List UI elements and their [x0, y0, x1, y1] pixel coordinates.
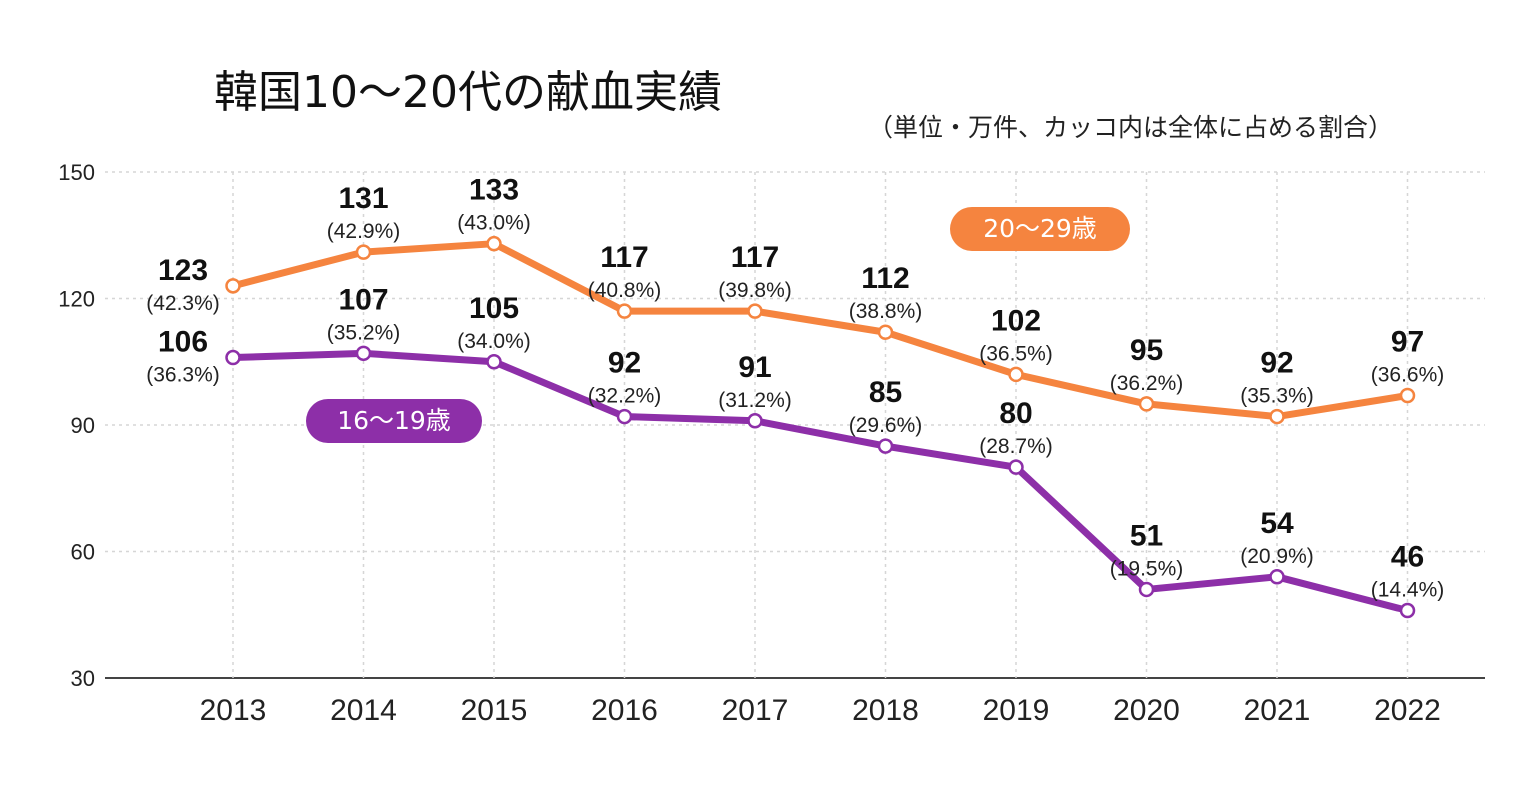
data-label-share-teens: (14.4%): [1371, 579, 1445, 602]
data-point-20s: [1138, 396, 1155, 412]
x-tick-label: 2019: [983, 694, 1050, 727]
legend-label-20s: 20～29歳: [950, 207, 1130, 251]
data-label-share-20s: (42.3%): [146, 292, 220, 315]
data-label-share-20s: (42.9%): [327, 220, 401, 243]
data-label-share-20s: (35.3%): [1240, 385, 1314, 408]
x-tick-label: 2018: [852, 694, 919, 727]
data-point-20s: [747, 303, 763, 319]
data-label-value-teens: 54: [1260, 507, 1294, 540]
y-tick-label: 120: [58, 287, 95, 312]
data-point-teens: [1008, 459, 1024, 475]
data-label-share-teens: (31.2%): [718, 389, 792, 412]
data-point-20s: [486, 235, 502, 252]
data-label-value-teens: 85: [869, 376, 902, 409]
data-label-value-20s: 131: [338, 182, 388, 215]
data-label-value-teens: 51: [1130, 519, 1163, 552]
data-label-share-teens: (19.5%): [1110, 557, 1184, 580]
data-point-20s: [225, 278, 241, 294]
x-tick-label: 2017: [722, 694, 789, 727]
data-point-teens: [1138, 581, 1155, 598]
y-tick-label: 90: [71, 413, 95, 438]
data-label-value-20s: 133: [469, 174, 519, 207]
series-line-20s: [229, 240, 1411, 421]
data-label-value-20s: 123: [158, 254, 208, 287]
series-line-teens: [229, 349, 1411, 615]
data-point-teens: [1269, 569, 1285, 585]
data-label-value-teens: 106: [158, 326, 208, 359]
y-tick-label: 60: [71, 540, 95, 565]
unit-note: （単位・万件、カッコ内は全体に占める割合）: [868, 113, 1394, 142]
x-tick-label: 2016: [591, 694, 658, 727]
x-tick-label: 2015: [461, 694, 528, 727]
data-label-value-20s: 117: [731, 241, 779, 274]
data-label-share-teens: (34.0%): [457, 330, 531, 353]
data-point-teens: [616, 408, 633, 425]
data-point-teens: [225, 349, 241, 366]
data-point-teens: [1399, 602, 1416, 619]
data-label-value-teens: 46: [1391, 541, 1424, 574]
data-label-share-20s: (38.8%): [849, 300, 923, 323]
data-point-teens: [877, 438, 894, 454]
data-label-value-teens: 107: [338, 283, 388, 316]
data-label-value-20s: 112: [861, 262, 909, 295]
x-tick-label: 2013: [200, 694, 267, 727]
data-point-20s: [1269, 408, 1285, 425]
data-label-share-20s: (43.0%): [457, 212, 531, 235]
data-point-20s: [616, 303, 633, 319]
data-label-share-20s: (39.8%): [718, 279, 792, 302]
x-tick-label: 2022: [1374, 694, 1441, 727]
data-label-share-teens: (20.9%): [1240, 545, 1314, 568]
x-tick-label: 2014: [330, 694, 397, 727]
data-label-value-20s: 95: [1130, 334, 1163, 367]
data-point-20s: [355, 244, 372, 260]
data-label-share-20s: (36.6%): [1371, 363, 1445, 386]
data-label-share-teens: (32.2%): [588, 385, 662, 408]
y-tick-label: 30: [71, 666, 95, 691]
data-label-value-teens: 80: [999, 397, 1032, 430]
data-label-share-20s: (36.5%): [979, 342, 1053, 365]
data-label-value-20s: 102: [991, 304, 1041, 337]
data-label-value-teens: 105: [469, 292, 519, 325]
data-label-value-20s: 97: [1391, 325, 1424, 358]
data-point-20s: [1399, 387, 1416, 404]
data-label-share-20s: (40.8%): [588, 279, 662, 302]
data-label-value-teens: 92: [608, 347, 641, 380]
data-point-teens: [355, 345, 372, 362]
data-point-teens: [747, 413, 763, 429]
data-label-share-20s: (36.2%): [1110, 372, 1184, 395]
data-point-20s: [1008, 366, 1024, 383]
data-label-share-teens: (29.6%): [849, 414, 923, 437]
chart-title: 韓国10～20代の献血実績: [214, 67, 722, 118]
data-label-share-teens: (28.7%): [979, 435, 1053, 458]
data-label-share-teens: (36.3%): [146, 364, 220, 387]
data-label-value-20s: 92: [1260, 347, 1293, 380]
data-point-20s: [877, 324, 894, 340]
data-label-value-teens: 91: [738, 351, 771, 384]
x-tick-label: 2020: [1113, 694, 1180, 727]
data-label-share-teens: (35.2%): [327, 321, 401, 344]
data-label-value-20s: 117: [600, 241, 648, 274]
data-point-teens: [486, 354, 502, 370]
y-tick-label: 150: [58, 160, 95, 185]
legend-label-teens: 16～19歳: [306, 399, 482, 443]
x-tick-label: 2021: [1244, 694, 1311, 727]
